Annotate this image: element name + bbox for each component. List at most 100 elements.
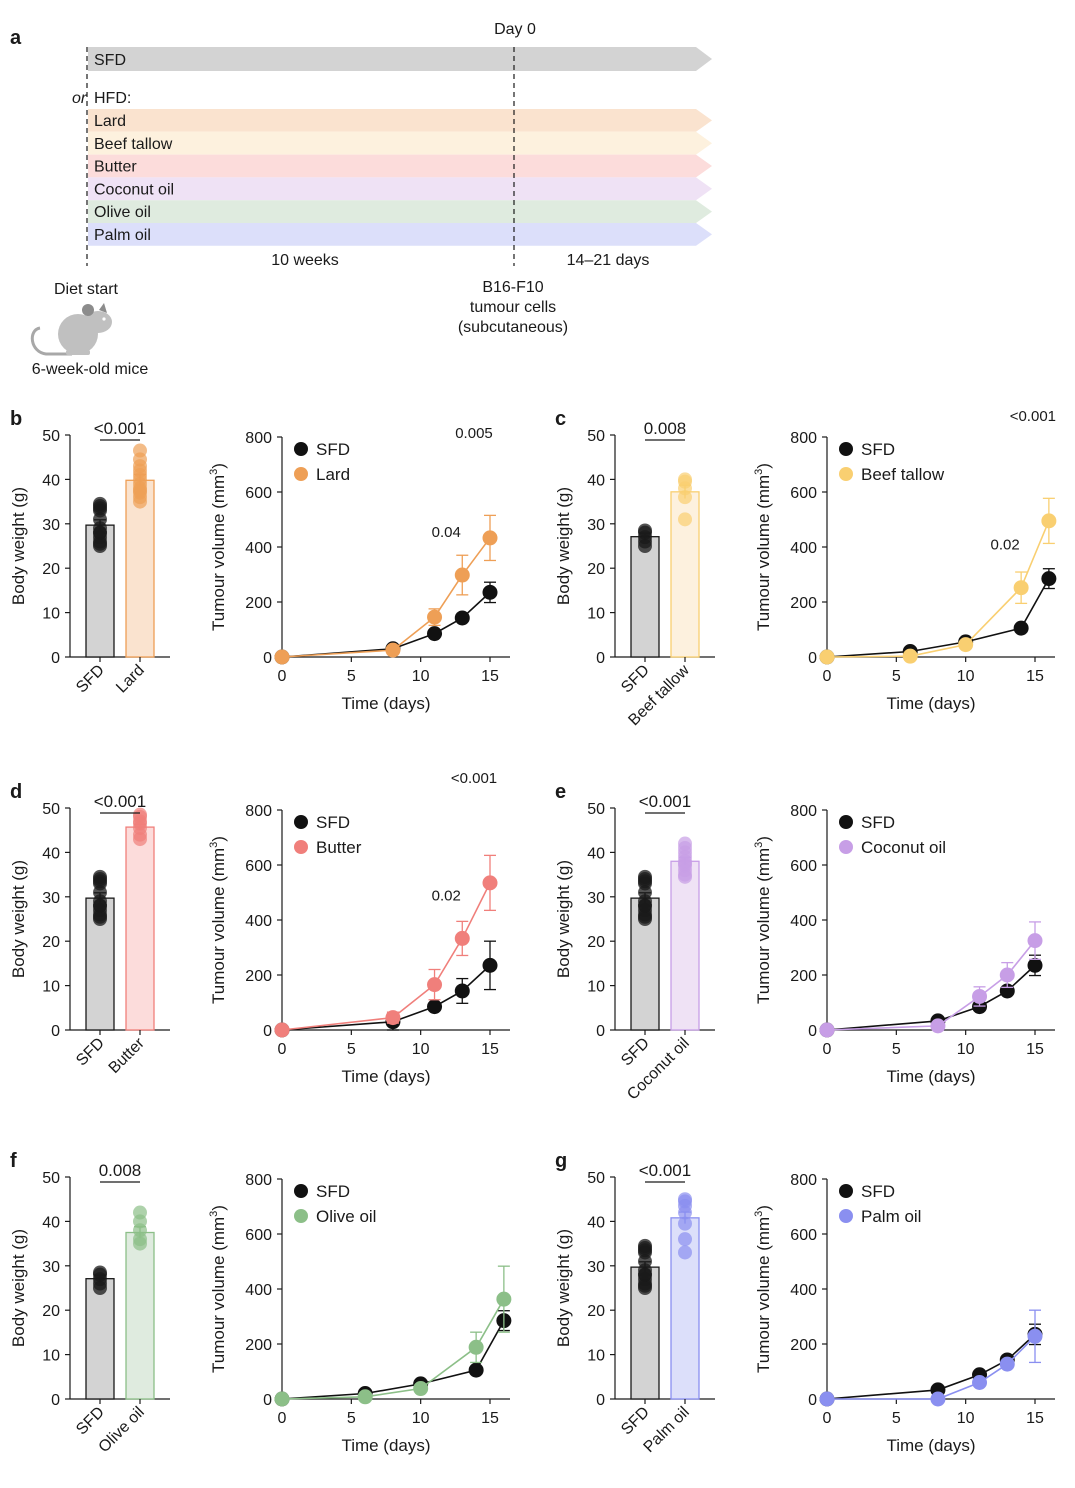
data-point <box>1041 571 1057 587</box>
data-point <box>678 1245 692 1260</box>
y-tick-label: 30 <box>42 517 60 534</box>
y-tick-label: 30 <box>42 1259 60 1276</box>
y-tick-label: 400 <box>790 540 817 557</box>
x-axis-label: Time (days) <box>886 1067 975 1086</box>
x-tick-label: SFD <box>618 1404 653 1439</box>
bar-sfd <box>85 1278 115 1400</box>
legend-marker <box>839 1184 853 1198</box>
y-tick-label: 0 <box>808 1023 817 1040</box>
x-tick-label: SFD <box>73 1035 108 1070</box>
data-point <box>678 512 692 527</box>
y-tick-label: 20 <box>42 561 60 578</box>
y-tick-label: 800 <box>790 803 817 820</box>
x-tick-label: SFD <box>73 662 108 697</box>
data-point <box>468 1362 484 1378</box>
x-axis-label: Time (days) <box>341 1067 430 1086</box>
tumour-volume-line-chart: 0 200 400 600 800 0 5 10 15 Time (days) Tumour vol… <box>208 770 510 1086</box>
y-tick-label: 40 <box>42 1214 60 1231</box>
x-tick-label: 10 <box>957 1410 975 1427</box>
y-tick-label: 10 <box>587 1348 605 1365</box>
x-tick-label: 5 <box>347 1041 356 1058</box>
panel-label: g <box>555 1150 567 1172</box>
series-lard <box>274 514 498 665</box>
y-tick-label: 600 <box>790 485 817 502</box>
y-tick-label: 400 <box>245 1282 272 1299</box>
data-point <box>638 523 652 538</box>
x-tick-label: 10 <box>412 668 430 685</box>
data-point <box>274 649 290 665</box>
data-point <box>1027 933 1043 949</box>
y-tick-label: 800 <box>245 1172 272 1189</box>
x-tick-label: 15 <box>1026 1410 1044 1427</box>
tumour-volume-line-chart: 0 200 400 600 800 0 5 10 15 Time (days) Tumour vol… <box>753 803 1055 1086</box>
bar-hfd <box>125 1231 155 1400</box>
data-point <box>819 1391 835 1407</box>
data-point <box>958 637 974 653</box>
legend-marker <box>839 442 853 456</box>
y-axis-label: Body weight (g) <box>9 1229 28 1347</box>
series-coconut-oil <box>819 921 1043 1038</box>
y-tick-label: 20 <box>587 934 605 951</box>
legend-label: Palm oil <box>861 1207 921 1226</box>
p-value-label: 0.008 <box>99 1161 142 1180</box>
series-line <box>281 882 491 1031</box>
tumour-volume-line-chart: 0 200 400 600 800 0 5 10 15 Time (days) Tumour vol… <box>753 1172 1055 1455</box>
data-point <box>133 1205 147 1220</box>
legend-label: Olive oil <box>316 1207 376 1226</box>
data-point <box>902 648 918 664</box>
panel-label: a <box>10 27 22 49</box>
y-tick-label: 10 <box>587 979 605 996</box>
legend-marker <box>294 815 308 829</box>
data-point <box>454 930 470 946</box>
x-tick-label: 15 <box>481 1041 499 1058</box>
diet-start-label: Diet start <box>54 281 119 298</box>
y-axis-label: Tumour volume (mm3) <box>208 836 228 1004</box>
injection-label-2: tumour cells <box>470 299 556 316</box>
legend-label: SFD <box>316 1182 350 1201</box>
y-tick-label: 0 <box>808 650 817 667</box>
legend-marker <box>294 442 308 456</box>
series-palm-oil <box>819 1309 1043 1407</box>
data-point <box>496 1291 512 1307</box>
x-tick-label: 15 <box>1026 668 1044 685</box>
diet-bands: Lard Beef tallow Butter Coconut oil Olive oi… <box>88 109 712 246</box>
tumour-volume-line-chart: 0 200 400 600 800 0 5 10 15 Time (days) Tumour vol… <box>753 408 1057 713</box>
x-tick-label: 0 <box>278 668 287 685</box>
y-tick-label: 0 <box>596 1392 605 1409</box>
p-value-label: <0.001 <box>94 419 146 438</box>
tumour-volume-line-chart: 0 200 400 600 800 0 5 10 15 Time (days) Tumour vol… <box>208 425 510 713</box>
y-tick-label: 0 <box>596 650 605 667</box>
y-tick-label: 50 <box>587 801 605 818</box>
series-olive-oil <box>274 1265 512 1407</box>
x-tick-label: 5 <box>347 1410 356 1427</box>
p-value-annotation: 0.04 <box>432 524 461 541</box>
y-axis-label: Body weight (g) <box>9 487 28 605</box>
data-point <box>133 807 147 822</box>
data-point <box>427 609 443 625</box>
y-tick-label: 800 <box>245 430 272 447</box>
y-axis-label: Body weight (g) <box>554 1229 573 1347</box>
day0-label: Day 0 <box>494 21 536 38</box>
x-tick-label: 10 <box>957 1041 975 1058</box>
legend-marker <box>294 1209 308 1223</box>
y-tick-label: 0 <box>51 1392 60 1409</box>
y-tick-label: 600 <box>790 858 817 875</box>
legend-label: Coconut oil <box>861 838 946 857</box>
legend-marker <box>839 840 853 854</box>
y-tick-label: 30 <box>587 1259 605 1276</box>
y-tick-label: 800 <box>245 803 272 820</box>
y-tick-label: 20 <box>42 1303 60 1320</box>
data-point <box>274 1022 290 1038</box>
y-axis-label: Body weight (g) <box>9 860 28 978</box>
p-value-annotation: 0.02 <box>991 537 1020 554</box>
diet-band-label: Beef tallow <box>94 136 173 153</box>
panel-a-timeline: a Day 0 SFD or HFD: Lard Beef tallow Butte… <box>10 21 712 378</box>
y-tick-label: 50 <box>587 428 605 445</box>
data-point <box>482 957 498 973</box>
legend-marker <box>839 467 853 481</box>
y-axis-label: Body weight (g) <box>554 860 573 978</box>
